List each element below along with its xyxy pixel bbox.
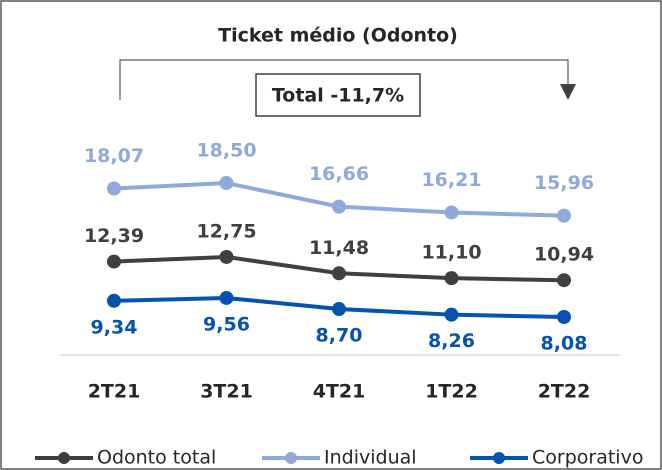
data-label: 9,34 [91, 316, 138, 338]
data-point [332, 266, 346, 281]
data-point [332, 199, 346, 214]
data-point [557, 208, 571, 223]
chart-title: Ticket médio (Odonto) [218, 25, 458, 47]
data-label: 16,66 [309, 163, 369, 185]
bracket [119, 59, 569, 100]
annotation: Total -11,7% [272, 85, 404, 107]
x-tick-label: 1T22 [425, 381, 478, 403]
legend-label: Individual [324, 447, 417, 469]
data-point [219, 290, 234, 305]
legend-label: Odonto total [97, 447, 216, 469]
x-tick-label: 4T21 [313, 381, 366, 403]
data-point [444, 205, 459, 220]
data-label: 18,07 [84, 145, 144, 167]
data-label: 11,10 [421, 242, 481, 264]
data-point [107, 293, 121, 308]
legend-label: Corporativo [532, 447, 643, 469]
data-point [219, 249, 234, 264]
data-label: 12,75 [196, 220, 256, 242]
x-tick-label: 3T21 [200, 381, 253, 403]
data-point [557, 310, 571, 324]
arrow-head [560, 84, 576, 100]
data-label: 9,56 [203, 313, 250, 335]
data-label: 8,26 [428, 330, 475, 352]
data-point [444, 307, 459, 322]
legend-marker [58, 452, 70, 464]
data-label: 11,48 [309, 237, 369, 259]
data-label: 12,39 [84, 225, 144, 247]
data-label: 15,96 [534, 172, 594, 194]
data-label: 8,70 [316, 325, 363, 347]
data-point [107, 181, 121, 196]
annotation-box [255, 73, 421, 117]
data-point [444, 271, 459, 286]
data-label: 16,21 [421, 169, 481, 191]
legend-marker [285, 452, 297, 464]
x-tick-label: 2T21 [88, 381, 141, 403]
data-point [219, 176, 234, 190]
x-tick-label: 2T22 [538, 381, 591, 403]
data-label: 10,94 [534, 244, 594, 266]
data-point [557, 273, 571, 288]
data-point [332, 302, 346, 317]
data-label: 18,50 [196, 140, 256, 162]
data-point [107, 254, 121, 269]
legend-marker [493, 452, 505, 464]
data-label: 8,08 [541, 333, 588, 355]
